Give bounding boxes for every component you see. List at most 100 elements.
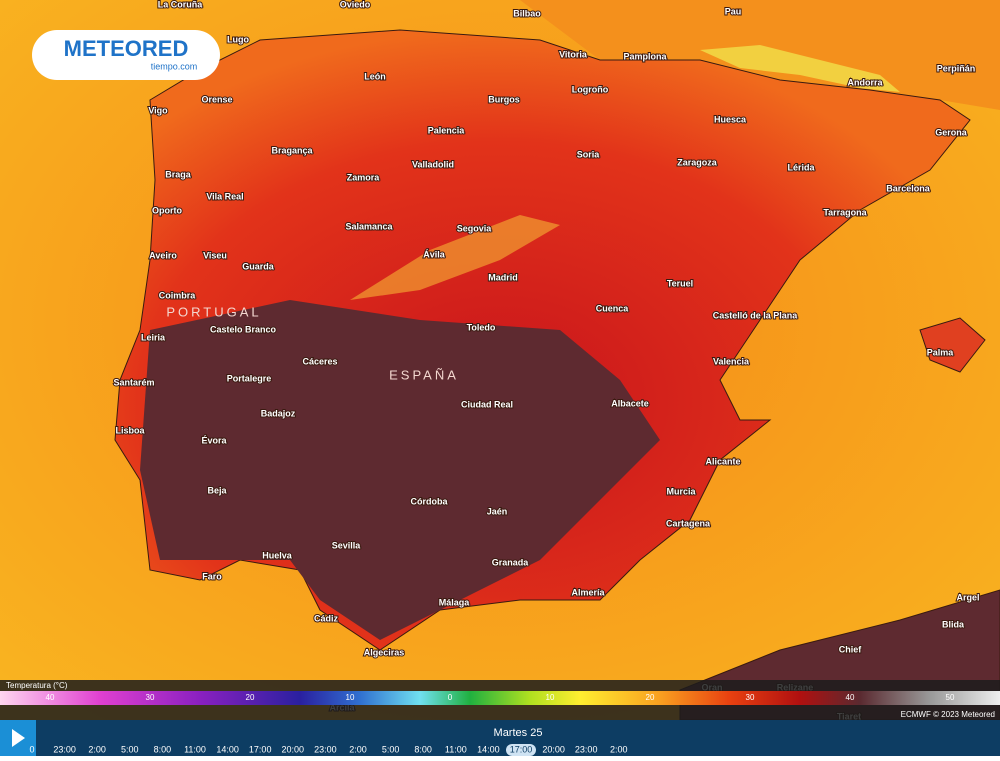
city-label: Santarém [113, 377, 154, 387]
city-label: Blida [942, 619, 965, 629]
time-label[interactable]: 17:00 [510, 744, 533, 754]
city-label: Zaragoza [677, 157, 718, 167]
legend-label: 30 [746, 693, 755, 702]
city-label: Vigo [148, 105, 168, 115]
city-label: Perpiñán [937, 63, 976, 73]
attribution: ECMWF © 2023 Meteored [901, 710, 995, 719]
city-label: Argel [956, 592, 979, 602]
time-label[interactable]: 2:00 [610, 744, 628, 754]
city-label: Granada [492, 557, 530, 567]
legend-label: 20 [246, 693, 255, 702]
city-label: Málaga [439, 597, 471, 607]
city-label: Pau [725, 6, 742, 16]
legend-label: 20 [646, 693, 655, 702]
city-label: Pamplona [623, 51, 667, 61]
city-label: Burgos [488, 94, 520, 104]
time-label[interactable]: 8:00 [414, 744, 432, 754]
legend-label: 10 [346, 693, 355, 702]
city-label: Orense [201, 94, 232, 104]
time-label[interactable]: 23:00 [575, 744, 598, 754]
timeline-day: Martes 25 [494, 727, 543, 739]
city-label: Segovia [457, 223, 493, 233]
time-label[interactable]: 14:00 [477, 744, 500, 754]
city-label: Albacete [611, 398, 649, 408]
pyrenees [700, 45, 900, 92]
logo-name: METEORED [64, 36, 189, 61]
city-label: Palencia [428, 125, 466, 135]
city-label: Huesca [714, 114, 747, 124]
city-label: Coimbra [159, 290, 197, 300]
city-label: Portalegre [227, 373, 272, 383]
legend-label: 0 [448, 693, 453, 702]
city-label: Tarragona [823, 207, 867, 217]
city-label: Lugo [227, 34, 249, 44]
city-label: Chief [839, 644, 863, 654]
mallorca [919, 317, 986, 373]
city-label: Ávila [423, 249, 446, 259]
city-label: Salamanca [345, 221, 393, 231]
city-label: Sevilla [332, 540, 362, 550]
city-label: Faro [202, 571, 222, 581]
time-label[interactable]: 23:00 [53, 744, 76, 754]
city-label: Algeciras [364, 647, 405, 657]
time-label[interactable]: 5:00 [382, 744, 400, 754]
city-label: Guarda [242, 261, 275, 271]
time-label[interactable]: 5:00 [121, 744, 139, 754]
time-label[interactable]: 20:00 [282, 744, 305, 754]
city-label: Logroño [572, 84, 609, 94]
city-label: Barcelona [886, 183, 931, 193]
city-label: Murcia [666, 486, 696, 496]
time-label[interactable]: 2:00 [88, 744, 106, 754]
city-label: Braga [165, 169, 192, 179]
country-label: PORTUGAL [166, 304, 261, 319]
time-label[interactable]: 8:00 [154, 744, 172, 754]
logo-badge [32, 30, 220, 80]
city-label: Cartagena [666, 518, 711, 528]
time-label[interactable]: 11:00 [445, 744, 467, 754]
city-label: Évora [201, 435, 227, 445]
time-label[interactable]: 17:00 [249, 744, 272, 754]
time-label[interactable]: 2:00 [349, 744, 367, 754]
legend-label: 10 [546, 693, 555, 702]
legend-label: 40 [846, 693, 855, 702]
city-label: Zamora [347, 172, 381, 182]
city-label: Toledo [467, 322, 496, 332]
city-label: Jaén [487, 506, 508, 516]
city-label: Teruel [667, 278, 693, 288]
hot-zone [140, 300, 660, 640]
legend-label: 40 [46, 693, 55, 702]
city-label: Badajoz [261, 408, 296, 418]
legend-label: 50 [946, 693, 955, 702]
country-label: ESPAÑA [389, 367, 459, 382]
city-label: La Coruña [158, 0, 203, 9]
timeline [0, 720, 1000, 756]
time-label[interactable]: 11:00 [184, 744, 206, 754]
logo-site: tiempo.com [151, 61, 198, 71]
city-label: Castelo Branco [210, 324, 277, 334]
city-label: León [364, 71, 386, 81]
time-label[interactable]: 20:00 [542, 744, 565, 754]
time-cursor[interactable] [506, 744, 536, 756]
city-label: Cuenca [596, 303, 630, 313]
city-label: Valencia [713, 356, 750, 366]
city-label: Huelva [262, 550, 293, 560]
time-label[interactable]: 23:00 [314, 744, 337, 754]
logo: METEORED tiempo.com [32, 30, 220, 80]
city-label: Bragança [271, 145, 313, 155]
legend-title: Temperatura (°C) [6, 681, 68, 690]
legend-scale [0, 691, 1000, 705]
city-label: Valladolid [412, 159, 454, 169]
city-label: Madrid [488, 272, 518, 282]
city-label: Gerona [935, 127, 968, 137]
time-label[interactable]: 0 [29, 744, 34, 754]
time-label[interactable]: 14:00 [216, 744, 239, 754]
city-label: Oviedo [340, 0, 371, 9]
sistema-central [350, 215, 560, 300]
legend-label: 30 [146, 693, 155, 702]
city-label: Ciudad Real [461, 399, 513, 409]
city-label: Lérida [787, 162, 815, 172]
city-label: Alicante [705, 456, 740, 466]
city-label: Almería [571, 587, 605, 597]
city-label: Oporto [152, 205, 182, 215]
